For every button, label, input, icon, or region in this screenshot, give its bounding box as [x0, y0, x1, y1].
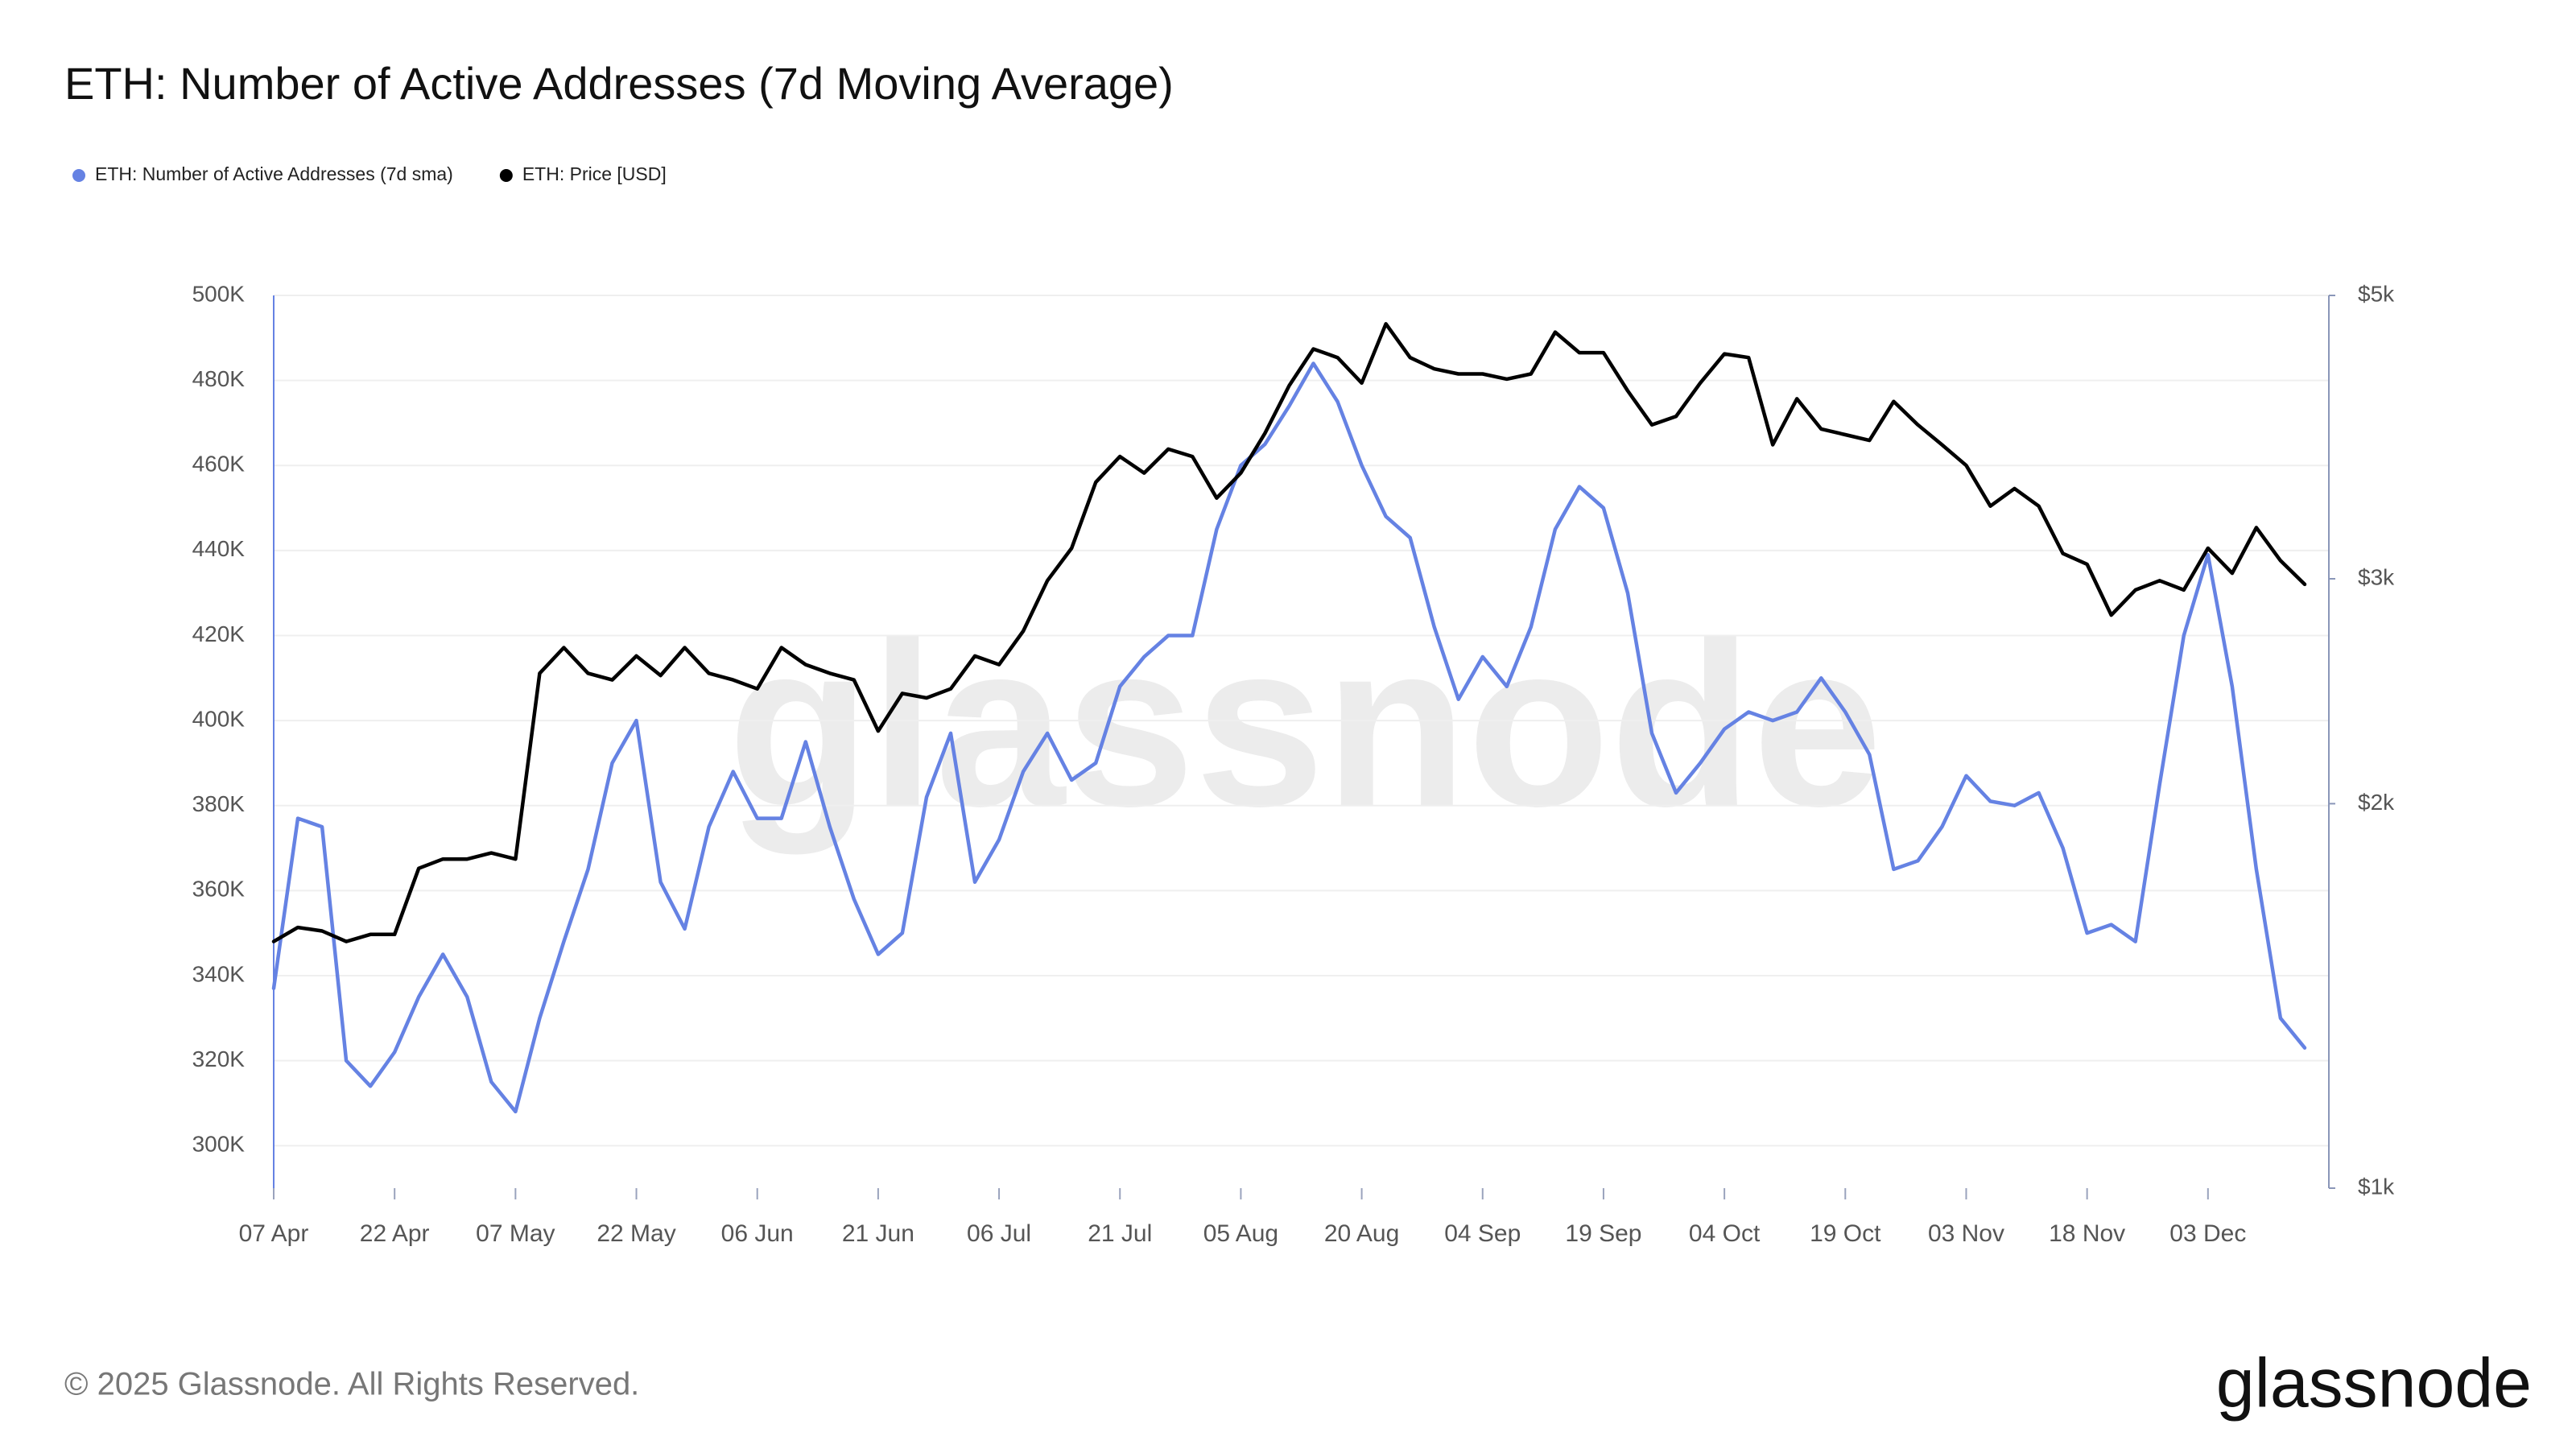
- x-tick-label: 03 Nov: [1928, 1220, 2004, 1247]
- y-tick-label: 500K: [192, 281, 246, 306]
- y-tick-label: 480K: [192, 366, 246, 391]
- y-tick-label: 300K: [192, 1132, 246, 1157]
- y-tick-label: 420K: [192, 621, 246, 646]
- y2-tick-label: $1k: [2358, 1174, 2395, 1199]
- x-tick-label: 07 May: [476, 1220, 555, 1247]
- series-line: [271, 361, 2307, 1114]
- legend-marker: [499, 169, 513, 182]
- x-tick-label: 05 Aug: [1203, 1220, 1278, 1247]
- x-tick-label: 19 Oct: [1810, 1220, 1881, 1247]
- y2-tick-label: $5k: [2358, 281, 2395, 306]
- x-tick-label: 19 Sep: [1565, 1220, 1641, 1247]
- x-tick-label: 06 Jun: [721, 1220, 794, 1247]
- legend-marker: [72, 169, 85, 182]
- y-tick-label: 440K: [192, 536, 246, 561]
- series-line: [271, 322, 2307, 943]
- y2-tick-label: $2k: [2358, 790, 2395, 815]
- x-tick-label: 06 Jul: [967, 1220, 1031, 1247]
- legend-label: ETH: Price [USD]: [522, 163, 667, 184]
- y-tick-label: 380K: [192, 791, 246, 816]
- watermark: glassnode: [728, 594, 1882, 856]
- x-tick-label: 21 Jun: [842, 1220, 914, 1247]
- y-tick-label: 400K: [192, 706, 246, 731]
- y-tick-label: 460K: [192, 452, 246, 477]
- x-tick-label: 22 Apr: [360, 1220, 430, 1247]
- legend-label: ETH: Number of Active Addresses (7d sma): [95, 163, 453, 184]
- x-tick-label: 07 Apr: [239, 1220, 309, 1247]
- y2-tick-label: $3k: [2358, 564, 2395, 589]
- x-tick-label: 04 Sep: [1444, 1220, 1521, 1247]
- x-tick-label: 20 Aug: [1324, 1220, 1399, 1247]
- x-tick-label: 21 Jul: [1088, 1220, 1152, 1247]
- logo: glassnode: [2216, 1345, 2532, 1422]
- x-tick-label: 04 Oct: [1689, 1220, 1761, 1247]
- footer: © 2025 Glassnode. All Rights Reserved.: [64, 1367, 639, 1402]
- chart-title: ETH: Number of Active Addresses (7d Movi…: [64, 58, 1174, 109]
- x-tick-label: 22 May: [597, 1220, 675, 1247]
- y-tick-label: 340K: [192, 961, 246, 986]
- y-tick-label: 320K: [192, 1046, 246, 1071]
- x-tick-label: 18 Nov: [2049, 1220, 2125, 1247]
- x-tick-label: 03 Dec: [2169, 1220, 2246, 1247]
- y-tick-label: 360K: [192, 877, 246, 902]
